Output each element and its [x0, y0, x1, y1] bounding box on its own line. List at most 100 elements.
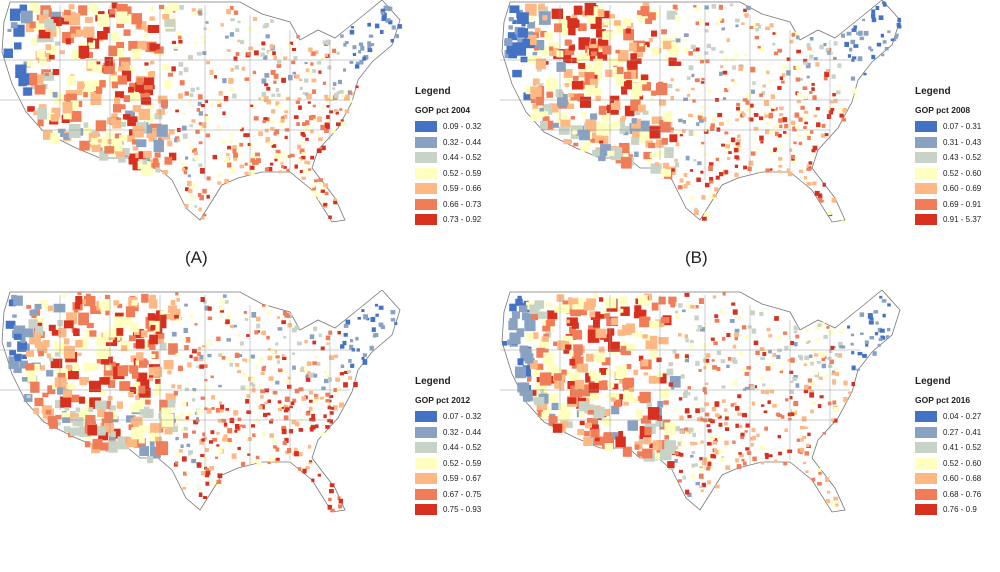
county-cell [329, 419, 333, 424]
county-cell [249, 147, 253, 150]
county-cell [629, 40, 634, 45]
legend-swatch [415, 214, 437, 226]
county-cell [36, 34, 47, 43]
county-cell [611, 405, 620, 415]
county-cell [94, 400, 107, 410]
county-cell [270, 69, 276, 75]
county-cell [9, 349, 16, 356]
county-cell [344, 109, 350, 114]
county-cell [716, 127, 721, 132]
county-cell [226, 357, 232, 363]
county-cell [805, 62, 811, 69]
county-cell [237, 20, 241, 24]
county-cell [757, 45, 761, 49]
county-cell [295, 74, 300, 79]
county-cell [868, 320, 874, 325]
county-cell [615, 365, 627, 380]
county-cell [709, 193, 715, 199]
county-cell [267, 166, 273, 172]
county-cell [725, 413, 730, 418]
county-cell [520, 348, 532, 361]
county-cell [519, 305, 528, 313]
county-cell [765, 455, 769, 460]
county-cell [170, 338, 174, 343]
county-cell [651, 453, 659, 461]
county-cell [606, 318, 616, 326]
legend-item: 0.69 - 0.91 [915, 197, 981, 213]
county-cell [261, 330, 267, 336]
county-cell [703, 129, 709, 134]
county-cell [298, 452, 303, 457]
county-cell [13, 295, 23, 306]
county-cell [260, 394, 264, 399]
county-cell [817, 323, 822, 327]
county-cell [111, 415, 119, 423]
county-cell [367, 41, 371, 46]
county-cell [350, 92, 354, 96]
county-cell [806, 181, 812, 186]
county-cell [135, 82, 146, 94]
county-cell [244, 162, 248, 166]
county-cell [119, 121, 126, 128]
county-cell [795, 334, 800, 339]
county-cell [812, 181, 817, 186]
county-cell [329, 483, 335, 488]
county-cell [207, 306, 212, 311]
county-cell [815, 337, 820, 341]
county-cell [198, 207, 202, 212]
county-cell [535, 58, 546, 70]
county-cell [714, 187, 719, 192]
county-cell [26, 304, 32, 309]
county-cell [154, 46, 164, 54]
county-cell [60, 396, 72, 408]
county-cell [878, 15, 884, 20]
county-cell [278, 94, 283, 99]
county-cell [811, 149, 816, 153]
county-cell [194, 151, 199, 156]
county-cell [266, 86, 271, 91]
county-cell [201, 35, 205, 39]
county-cell [572, 129, 578, 135]
county-cell [711, 47, 716, 51]
legend-swatch [915, 214, 937, 226]
county-cell [696, 417, 702, 422]
county-cell [642, 9, 648, 15]
county-cell [284, 312, 290, 318]
county-cell [312, 340, 317, 345]
county-cell [800, 105, 805, 110]
county-cell [541, 407, 552, 419]
county-cell [638, 309, 647, 317]
county-cell [585, 372, 595, 383]
county-cell [615, 436, 626, 448]
county-cell [844, 384, 849, 387]
county-cell [261, 41, 266, 46]
legend-item: 0.52 - 0.59 [415, 166, 481, 182]
county-cell [828, 110, 834, 115]
county-cell [318, 178, 323, 182]
county-cell [116, 21, 124, 28]
county-cell [206, 28, 210, 32]
county-cell [79, 83, 85, 88]
county-cell [98, 432, 109, 441]
county-cell [269, 162, 274, 166]
county-cell [87, 60, 97, 69]
county-cell [677, 333, 682, 337]
county-cell [205, 481, 210, 486]
county-cell [612, 432, 622, 440]
county-cell [7, 28, 12, 32]
county-cell [819, 44, 824, 50]
county-cell [250, 459, 255, 464]
county-cell [14, 355, 21, 362]
county-cell [276, 360, 281, 364]
county-cell [149, 6, 154, 11]
county-cell [103, 422, 115, 433]
county-cell [113, 316, 126, 329]
county-cell [149, 441, 155, 447]
county-cell [639, 316, 651, 328]
county-cell [169, 308, 181, 321]
county-cell [678, 397, 683, 401]
county-cell [778, 118, 783, 123]
county-cell [250, 377, 255, 382]
county-cell [568, 93, 574, 98]
county-cell [198, 111, 203, 116]
